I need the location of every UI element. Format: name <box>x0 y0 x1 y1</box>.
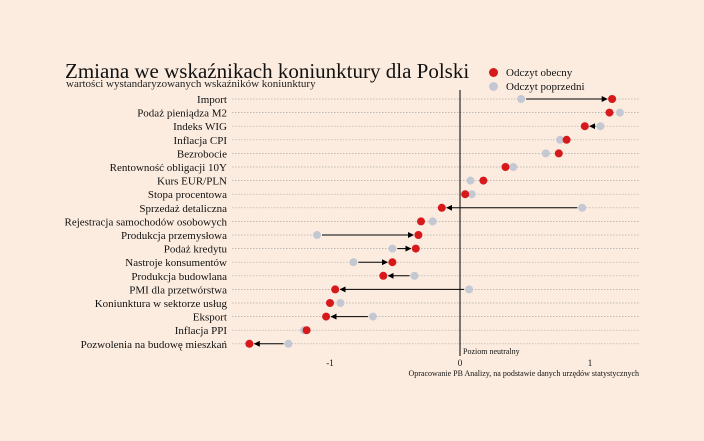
current-reading-dot <box>331 285 340 294</box>
previous-reading-dot <box>615 108 624 117</box>
category-label: Pozwolenia na budowę mieszkań <box>81 339 228 351</box>
zero-line-label: Poziom neutralny <box>463 347 520 356</box>
chart-subtitle: wartości wystandaryzowanych wskaźników k… <box>66 78 316 90</box>
legend-current-label: Odczyt obecny <box>506 67 573 79</box>
category-label: Nastroje konsumentów <box>125 257 227 269</box>
category-label: Produkcja budowlana <box>131 271 227 283</box>
previous-reading-dot <box>388 244 397 253</box>
previous-reading-dot <box>410 271 419 280</box>
legend-previous-label: Odczyt poprzedni <box>506 81 585 93</box>
previous-reading-dot <box>313 231 321 239</box>
previous-reading-dot <box>465 285 474 294</box>
previous-reading-dot <box>428 217 437 226</box>
current-reading-dot <box>414 231 423 239</box>
x-tick-label: -1 <box>326 358 334 368</box>
previous-reading-dot <box>466 176 475 185</box>
category-label: Rejestracja samochodów osobowych <box>64 216 227 228</box>
category-label: Rentowność obligacji 10Y <box>110 162 227 174</box>
current-reading-dot <box>245 339 254 348</box>
category-label: Podaż kredytu <box>164 244 228 256</box>
previous-reading-dot <box>578 203 587 212</box>
current-reading-dot <box>322 312 331 321</box>
previous-reading-dot <box>541 149 550 158</box>
chart-title: Zmiana we wskaźnikach koniunktury dla Po… <box>65 59 470 83</box>
current-reading-dot <box>411 244 420 253</box>
previous-reading-dot <box>556 135 565 144</box>
previous-reading-dot <box>336 299 345 307</box>
current-reading-dot <box>388 258 397 267</box>
category-label: Koniunktura w sektorze usług <box>95 298 228 310</box>
legend-current-marker <box>489 68 498 77</box>
category-label: Inflacja CPI <box>174 135 228 147</box>
legend-previous-marker <box>489 82 498 91</box>
current-reading-dot <box>501 163 510 171</box>
current-reading-dot <box>479 176 488 185</box>
previous-reading-dot <box>368 312 377 321</box>
current-reading-dot <box>605 108 614 117</box>
category-label: Inflacja PPI <box>175 325 228 337</box>
x-tick-label: 0 <box>458 358 463 368</box>
current-reading-dot <box>437 203 446 212</box>
current-reading-dot <box>417 217 425 226</box>
category-label: Bezrobocie <box>177 148 227 160</box>
category-label: Stopa procentowa <box>148 189 227 201</box>
current-reading-dot <box>608 95 617 103</box>
current-reading-dot <box>562 135 571 144</box>
previous-reading-dot <box>596 122 605 131</box>
category-label: Kurs EUR/PLN <box>157 176 227 188</box>
current-reading-dot <box>580 122 589 131</box>
previous-reading-dot <box>509 163 518 171</box>
source-note: Opracowanie PB Analizy, na podstawie dan… <box>408 369 639 378</box>
category-label: Indeks WIG <box>173 121 227 133</box>
previous-reading-dot <box>349 258 358 267</box>
category-label: Import <box>197 94 227 106</box>
category-label: Podaż pieniądza M2 <box>137 108 227 120</box>
category-label: Sprzedaż detaliczna <box>139 203 227 215</box>
previous-reading-dot <box>284 339 293 348</box>
category-label: Eksport <box>193 312 227 324</box>
current-reading-dot <box>302 326 311 335</box>
current-reading-dot <box>379 271 388 280</box>
category-label: PMI dla przetwórstwa <box>129 284 227 296</box>
previous-reading-dot <box>517 95 526 103</box>
previous-reading-dot <box>467 190 476 199</box>
current-reading-dot <box>554 149 563 158</box>
x-tick-label: 1 <box>588 358 593 368</box>
current-reading-dot <box>326 299 334 307</box>
current-reading-dot <box>461 190 470 199</box>
category-label: Produkcja przemysłowa <box>121 230 227 242</box>
